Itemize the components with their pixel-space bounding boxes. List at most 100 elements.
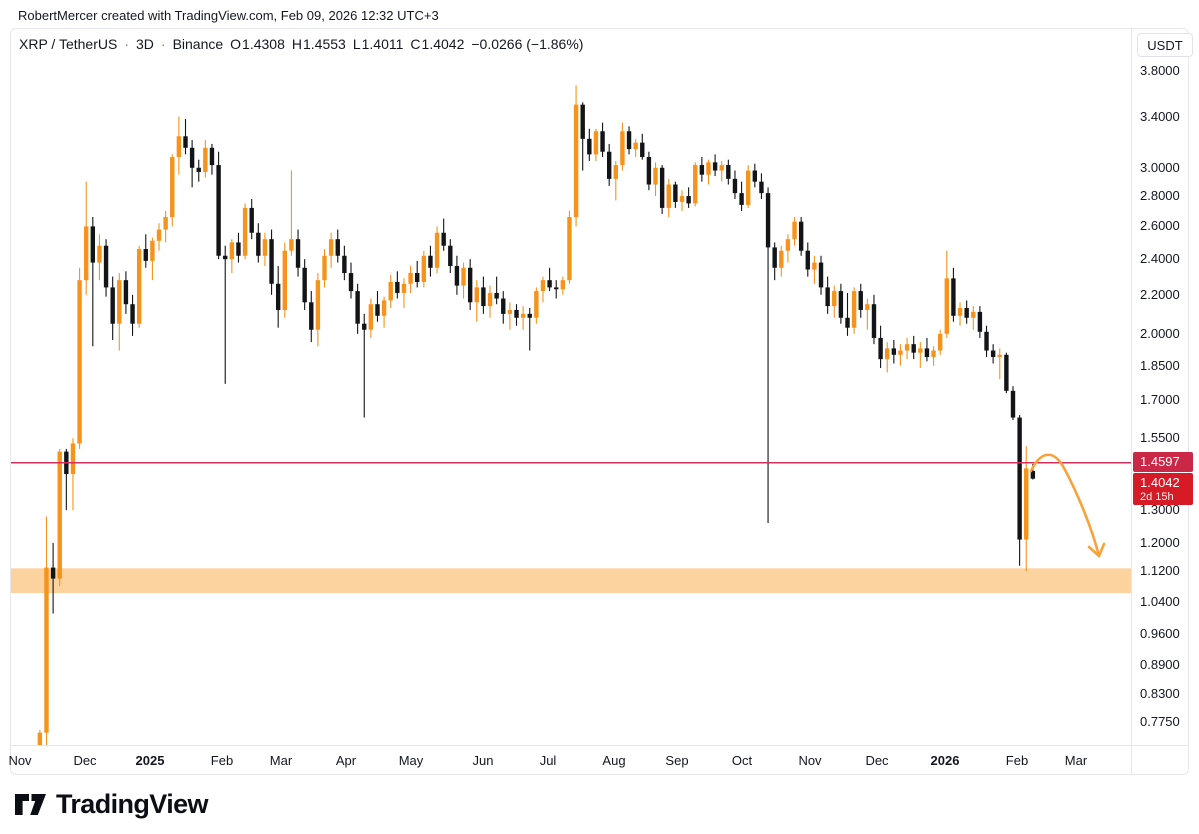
time-axis-label: Mar <box>269 753 293 768</box>
candle <box>838 291 844 318</box>
symbol-title[interactable]: XRP / TetherUS <box>19 36 118 52</box>
candle <box>772 247 777 268</box>
candle <box>467 267 473 303</box>
candle-wick <box>767 187 769 524</box>
time-axis-label: Jun <box>472 753 494 768</box>
candle <box>275 283 281 310</box>
candle <box>487 292 493 307</box>
last-price-label: 1.4042 2d 15h <box>1133 473 1193 506</box>
candle <box>673 184 678 202</box>
candle <box>262 239 268 256</box>
candle <box>110 287 115 324</box>
price-axis-label: 3.8000 <box>1140 63 1180 78</box>
candle <box>904 344 910 351</box>
candle-wick <box>549 267 551 292</box>
candle <box>196 167 201 172</box>
candle-wick <box>529 308 531 351</box>
candle-wick <box>363 313 365 418</box>
candle <box>520 313 526 318</box>
candle-wick <box>509 302 511 330</box>
candle <box>659 167 665 208</box>
candle <box>474 287 479 303</box>
candle <box>719 165 724 171</box>
candle <box>871 304 877 338</box>
ohlc-open: O 1.4308 <box>230 36 285 52</box>
interval-label[interactable]: 3D <box>135 36 154 52</box>
candle <box>931 350 936 357</box>
candle <box>156 229 162 241</box>
candle <box>560 280 566 290</box>
candle <box>289 239 294 251</box>
candle <box>818 262 824 288</box>
candle <box>57 451 62 579</box>
candle <box>964 308 969 318</box>
candle <box>143 249 148 261</box>
candle <box>567 217 572 281</box>
candle <box>937 333 943 351</box>
candle <box>785 239 791 251</box>
candle <box>494 292 499 299</box>
currency-toggle-button[interactable]: USDT <box>1137 33 1193 57</box>
candle-wick <box>813 255 815 284</box>
snapshot-credit: RobertMercer created with TradingView.co… <box>18 8 439 23</box>
candle <box>170 157 175 218</box>
candle <box>388 281 393 301</box>
candle <box>481 287 486 307</box>
candle <box>362 323 367 330</box>
candle <box>441 232 446 246</box>
candle <box>918 348 923 353</box>
curved-arrow-drawing[interactable] <box>1029 453 1101 558</box>
candle <box>84 226 89 281</box>
candle <box>851 291 857 328</box>
candle <box>752 170 758 182</box>
candle <box>454 266 460 286</box>
price-axis-label: 3.0000 <box>1140 159 1180 175</box>
price-axis-label: 0.7750 <box>1140 714 1180 729</box>
footer-branding: TradingView <box>14 789 209 820</box>
candle <box>229 242 235 260</box>
ohlc-close: C 1.4042 <box>410 36 465 52</box>
candle <box>679 196 685 202</box>
candle <box>381 300 387 316</box>
candle <box>746 170 751 205</box>
candle <box>653 167 658 185</box>
price-axis-label: 1.8500 <box>1140 357 1180 373</box>
candle <box>97 245 102 263</box>
candle <box>891 348 897 355</box>
candle <box>203 147 208 172</box>
candle <box>951 278 956 316</box>
candle <box>514 309 519 318</box>
candle <box>507 309 513 314</box>
candle <box>44 567 49 733</box>
plot-area[interactable] <box>11 85 1131 834</box>
time-axis-label: May <box>398 753 424 768</box>
candle <box>315 280 321 330</box>
candle <box>798 221 804 251</box>
candle <box>428 255 433 268</box>
candle-wick <box>846 292 849 336</box>
candle <box>103 245 109 288</box>
candle-wick <box>92 217 94 347</box>
candle <box>547 280 552 288</box>
candle-wick <box>899 344 902 366</box>
candle <box>580 104 585 139</box>
candle <box>1024 468 1029 540</box>
candle <box>712 162 718 171</box>
candle <box>878 337 883 360</box>
candle <box>620 131 625 166</box>
candle <box>686 196 691 204</box>
candle <box>699 165 705 175</box>
candle <box>646 157 652 185</box>
legend-separator: · <box>160 36 166 52</box>
candle <box>401 283 407 293</box>
candle <box>573 104 579 218</box>
support-zone-rectangle[interactable] <box>11 568 1131 594</box>
price-line-label: 1.4597 <box>1133 452 1193 473</box>
candle <box>626 131 632 150</box>
candle-wick <box>72 438 74 511</box>
candle <box>183 136 188 148</box>
candle <box>123 280 129 305</box>
